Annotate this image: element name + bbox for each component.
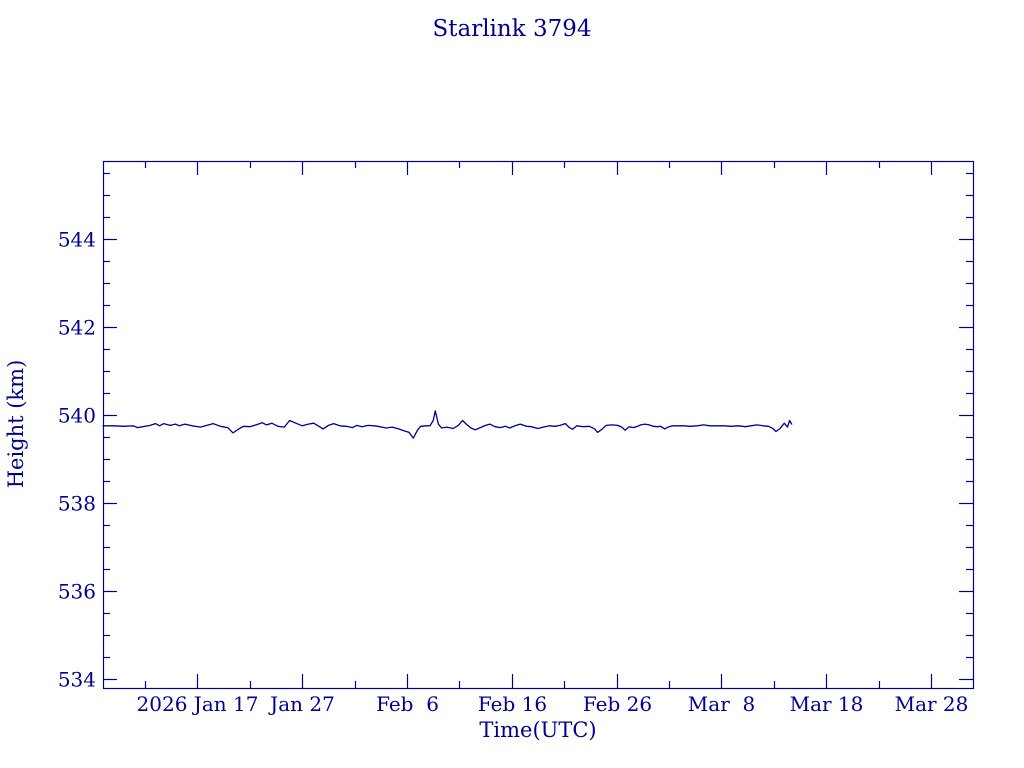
x-tick-label: 2026 Jan 17 [137, 692, 259, 716]
plot-border [102, 160, 975, 690]
y-tick-label: 536 [58, 580, 96, 604]
y-tick-label: 540 [58, 404, 96, 428]
x-tick-label: Feb 26 [583, 692, 652, 716]
x-tick-label: Mar 8 [688, 692, 755, 716]
height-series-line [102, 410, 793, 439]
x-tick-label: Jan 27 [268, 692, 335, 716]
y-axis-title: Height (km) [4, 359, 28, 489]
x-tick-label: Mar 18 [790, 692, 864, 716]
chart-title: Starlink 3794 [432, 16, 592, 42]
x-tick-label: Mar 28 [895, 692, 969, 716]
y-tick-label: 538 [58, 492, 96, 516]
x-tick-label: Feb 16 [478, 692, 547, 716]
y-tick-label: 534 [58, 668, 96, 692]
y-tick-label: 542 [58, 316, 96, 340]
x-tick-label: Feb 6 [376, 692, 439, 716]
x-axis-title: Time(UTC) [479, 718, 597, 742]
y-tick-label: 544 [58, 228, 96, 252]
